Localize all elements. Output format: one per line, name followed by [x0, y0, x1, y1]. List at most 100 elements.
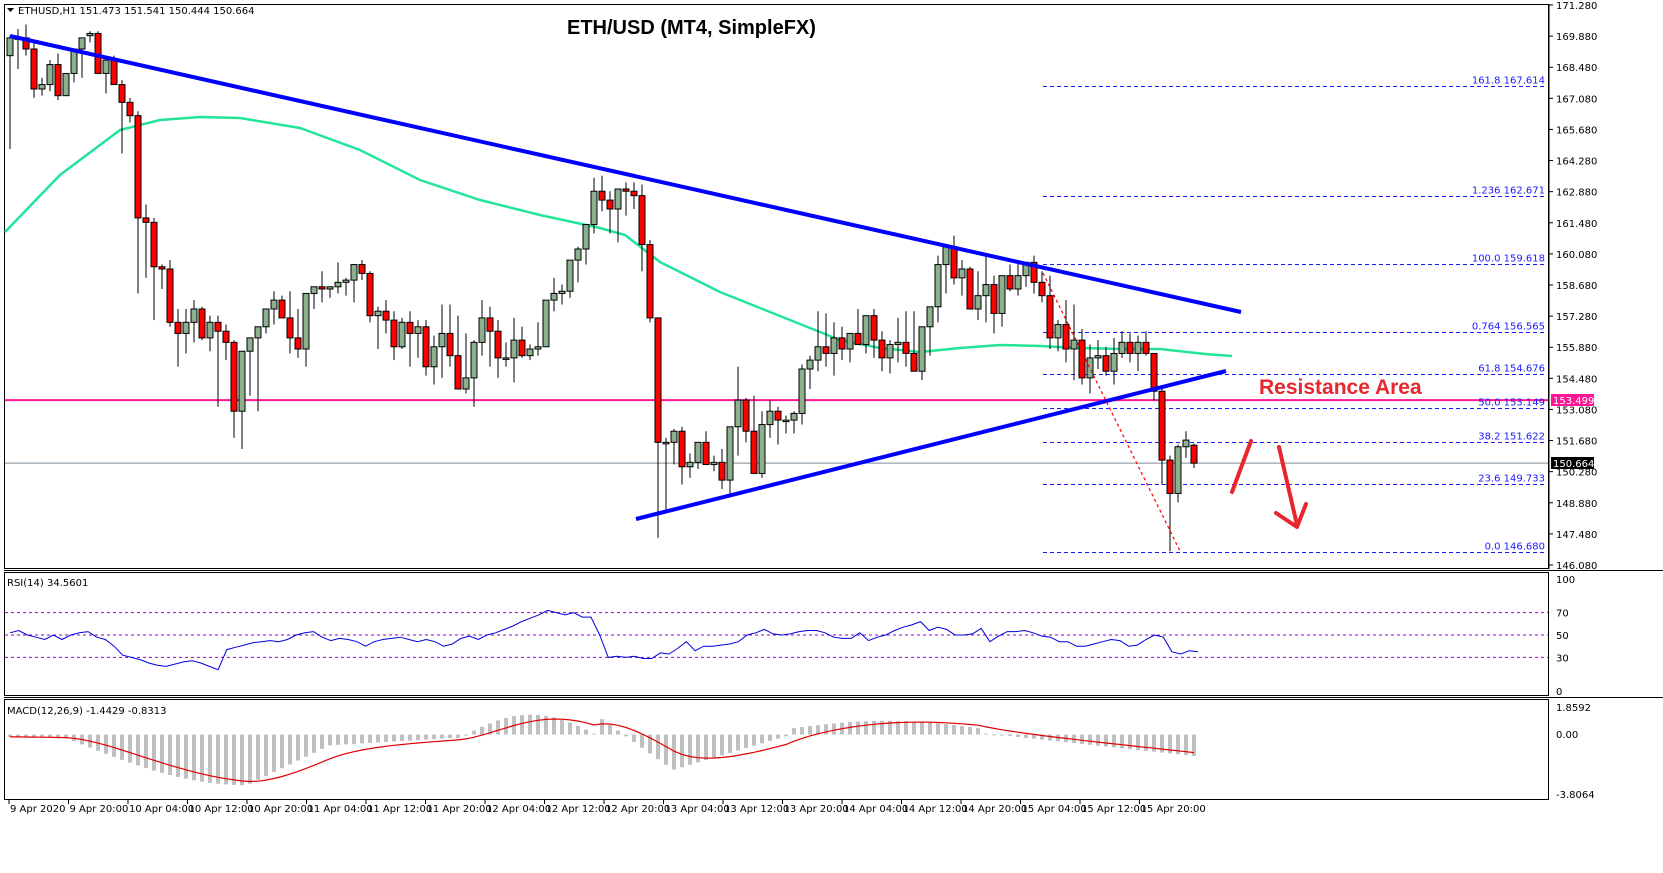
- candle-body: [1070, 339, 1078, 350]
- bullish-candle: [894, 317, 902, 363]
- bullish-candle: [1174, 444, 1182, 503]
- macd-tick-label: -3.8064: [1556, 790, 1595, 801]
- candle-body: [758, 424, 766, 474]
- candle-body: [942, 246, 950, 266]
- candle-body: [382, 310, 390, 321]
- price-tick-label: 171.280: [1556, 1, 1597, 12]
- bullish-candle: [510, 317, 518, 383]
- macd-hist-bar: [1168, 734, 1172, 754]
- bearish-candle: [774, 406, 782, 445]
- macd-hist-bar: [1120, 734, 1124, 749]
- dropdown-triangle-icon[interactable]: [7, 8, 14, 12]
- macd-hist-bar: [1040, 734, 1044, 740]
- bearish-candle: [230, 340, 238, 438]
- bearish-candle: [606, 191, 614, 234]
- time-tick-label: 9 Apr 20:00: [70, 804, 129, 815]
- macd-hist-bar: [344, 734, 348, 745]
- price-pane[interactable]: ETHUSD,H1 151.473 151.541 150.444 150.66…: [4, 4, 1549, 569]
- price-tick-label: 162.880: [1556, 188, 1597, 199]
- macd-hist-bar: [720, 734, 724, 756]
- bearish-candle: [654, 317, 662, 538]
- ascending-trendline[interactable]: [635, 369, 1227, 521]
- candle-body: [334, 281, 342, 288]
- candle-body: [486, 317, 494, 332]
- fib-diagonal-line[interactable]: [1042, 272, 1182, 554]
- macd-hist-bar: [568, 722, 572, 735]
- candle-body: [990, 284, 998, 314]
- candle-body: [38, 84, 46, 90]
- bullish-candle: [1054, 320, 1062, 352]
- macd-hist-bar: [448, 734, 452, 739]
- rsi-tick-label: 50: [1556, 631, 1569, 642]
- direction-arrows: [1230, 439, 1308, 529]
- candle-body: [222, 330, 230, 343]
- macd-hist-bar: [1112, 734, 1116, 748]
- rsi-tick-label: 0: [1556, 687, 1562, 698]
- candle-body: [438, 332, 446, 348]
- macd-hist-bar: [1096, 734, 1100, 746]
- macd-hist-bar: [880, 720, 884, 735]
- bullish-candle: [694, 441, 702, 469]
- macd-hist-bar: [648, 734, 652, 754]
- price-tick-label: 153.080: [1556, 405, 1597, 416]
- fib-level-label: 0.0 146.680: [1485, 542, 1545, 553]
- macd-hist-bar: [416, 734, 420, 741]
- bullish-candle: [782, 415, 790, 434]
- price-tick-label: 154.480: [1556, 374, 1597, 385]
- candle-body: [502, 357, 510, 360]
- bearish-candle: [278, 295, 286, 319]
- price-tick-label: 146.080: [1556, 561, 1597, 572]
- rsi-tick-label: 70: [1556, 609, 1569, 620]
- macd-hist-bar: [208, 734, 212, 783]
- bearish-candle: [174, 309, 182, 367]
- candle-body: [198, 308, 206, 339]
- macd-hist-bar: [1160, 734, 1164, 753]
- time-tick-label: 15 Apr 04:00: [1022, 804, 1087, 815]
- trendlines[interactable]: [9, 34, 1242, 521]
- rsi-axis-ticks: 100 70 50 30 0: [1556, 575, 1575, 698]
- time-tick-label: 9 Apr 2020: [10, 804, 65, 815]
- macd-hist-bar: [616, 730, 620, 735]
- macd-pane-border: [4, 699, 1549, 800]
- candle-body: [542, 299, 550, 348]
- bearish-candle: [678, 426, 686, 485]
- candle-body: [1182, 439, 1190, 448]
- bullish-candle: [662, 437, 670, 514]
- price-tick-label: 157.280: [1556, 312, 1597, 323]
- bullish-candle: [614, 188, 622, 243]
- candle-body: [1062, 324, 1070, 350]
- candle-body: [254, 326, 262, 339]
- price-tick-label: 164.280: [1556, 157, 1597, 168]
- candle-body: [998, 275, 1006, 314]
- bullish-candle: [1134, 335, 1142, 372]
- bearish-candle: [446, 304, 454, 367]
- bullish-candle: [270, 291, 278, 325]
- descending-trendline[interactable]: [9, 34, 1242, 314]
- fib-level-label: 100.0 159.618: [1472, 254, 1545, 265]
- macd-hist-bar: [928, 722, 932, 735]
- macd-hist-bar: [296, 734, 300, 761]
- macd-hist-bar: [984, 733, 988, 735]
- time-tick-label: 14 Apr 04:00: [843, 804, 908, 815]
- macd-hist-bar: [944, 724, 948, 735]
- candle-body: [1094, 355, 1102, 359]
- resistance-price-tag-bg: [1551, 394, 1594, 406]
- macd-tick-label: 1.8592: [1556, 703, 1591, 714]
- candle-body: [350, 264, 358, 281]
- current-price-tag-text: 150.664: [1553, 459, 1594, 470]
- candle-body: [854, 332, 862, 346]
- macd-hist-bar: [368, 734, 372, 743]
- candle-body: [966, 268, 974, 310]
- macd-hist-bar: [808, 726, 812, 735]
- rsi-pane[interactable]: RSI(14) 34.5601 100 70 50 30 0: [4, 570, 1663, 699]
- price-axis[interactable]: 171.280 169.880 168.480 167.080 165.680 164.2…: [1548, 1, 1597, 572]
- fibonacci-diagonal[interactable]: [1042, 272, 1182, 554]
- candle-body: [142, 217, 150, 223]
- macd-pane[interactable]: MACD(12,26,9) -1.4429 -0.8313 1.8592 0.00…: [4, 697, 1663, 802]
- macd-hist-bar: [792, 728, 796, 735]
- bearish-candle: [854, 309, 862, 346]
